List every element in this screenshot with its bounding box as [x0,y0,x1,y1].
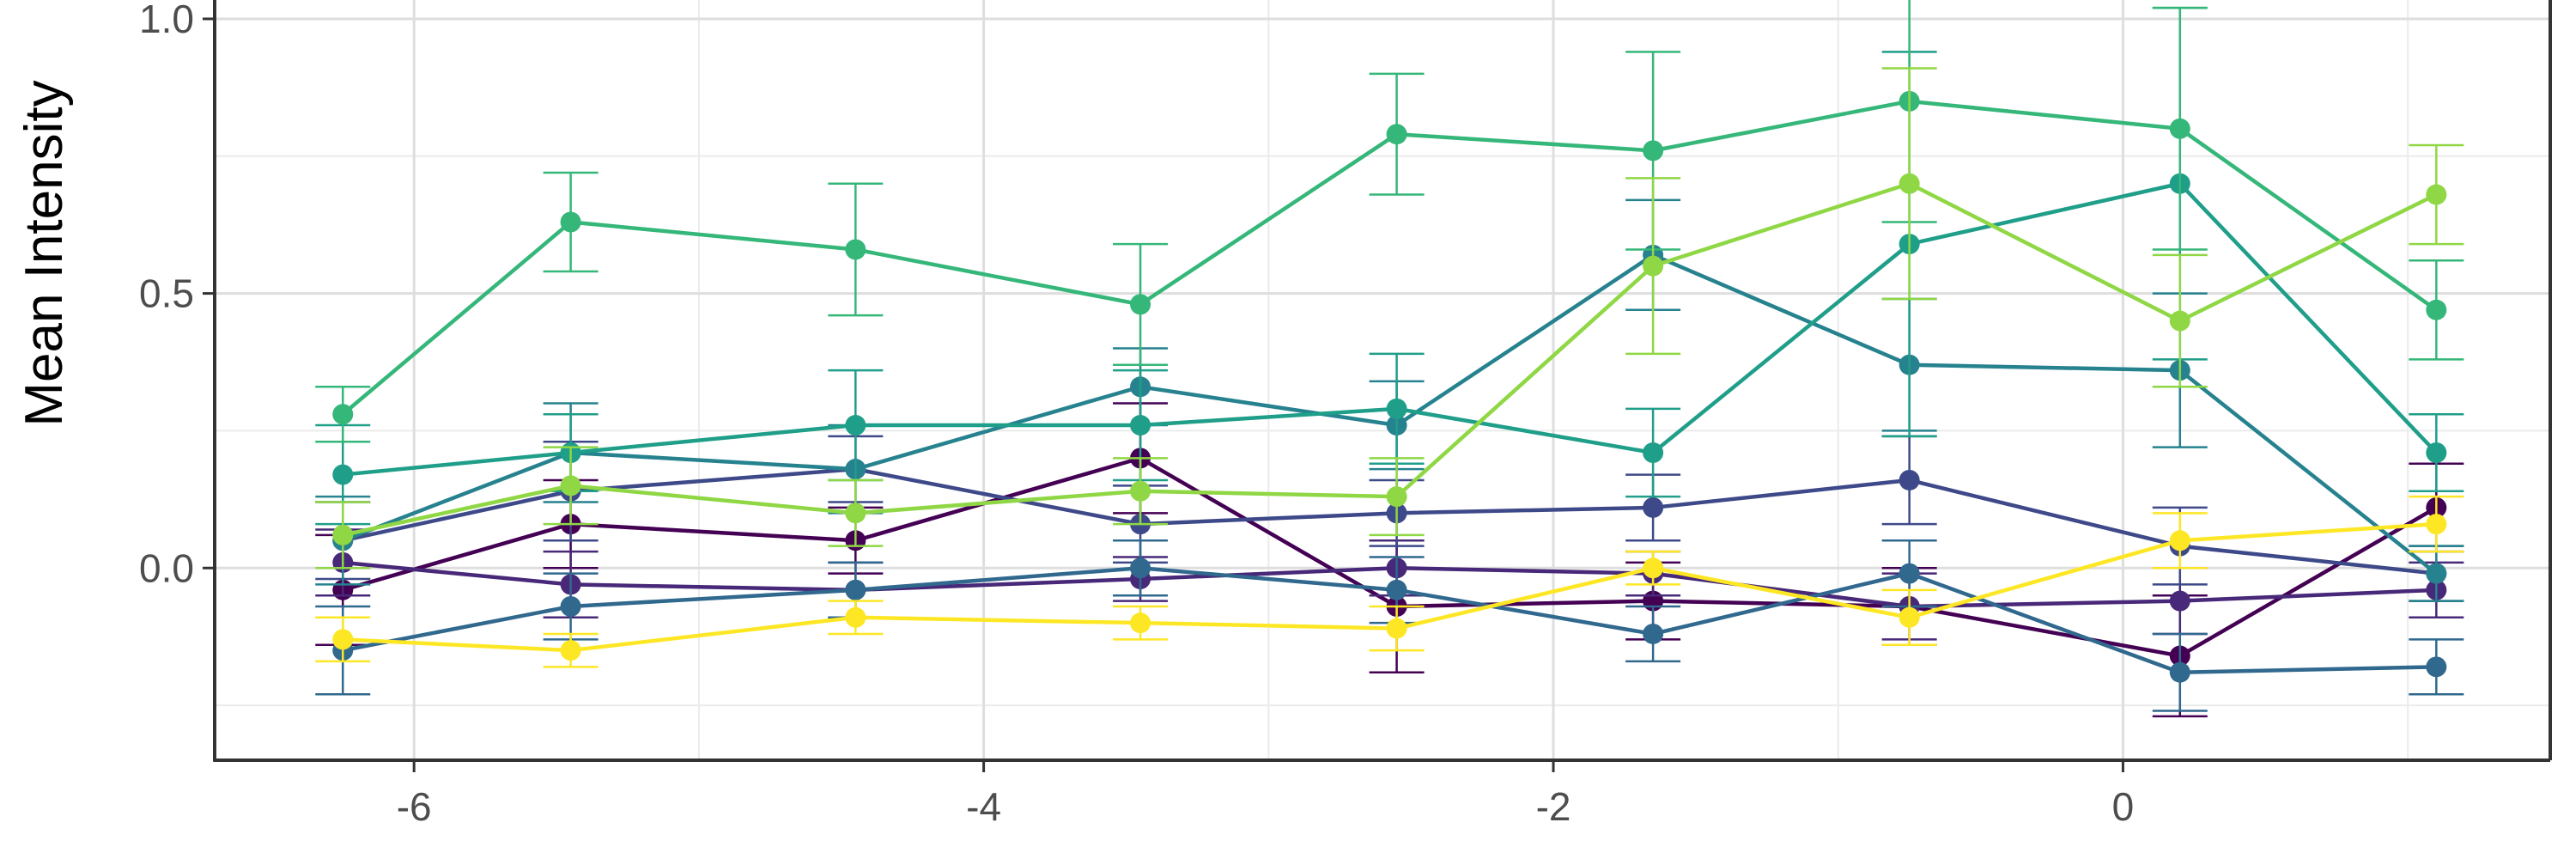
series-4 [315,539,2464,712]
series-7 [315,0,2464,443]
data-point [1899,173,1920,194]
data-point [2426,299,2447,320]
data-point [1643,623,1664,644]
data-point [1130,294,1151,315]
data-point [2169,310,2190,332]
data-point [1643,140,1664,161]
data-point [1643,557,1664,579]
x-tick-label: 0 [2112,784,2135,829]
data-point [1899,606,1920,628]
series-8 [315,67,2464,570]
data-point [2169,118,2190,139]
data-point [1386,124,1407,145]
data-point [332,524,354,545]
data-point [1386,398,1407,419]
data-point [1130,612,1151,634]
data-point [845,415,866,436]
x-tick-label: -6 [397,784,432,829]
data-point [560,640,581,661]
data-point [560,211,581,233]
data-point [1386,579,1407,600]
series-layer [315,0,2464,718]
data-point [1130,480,1151,502]
data-point [2426,656,2447,678]
data-point [1386,486,1407,508]
data-point [2426,514,2447,535]
y-tick-label: 0.0 [139,545,194,590]
data-point [845,239,866,260]
data-point [2426,184,2447,205]
x-tick-label: -2 [1536,784,1571,829]
data-point [560,475,581,497]
data-point [845,503,866,524]
data-point [332,404,354,425]
data-point [1899,469,1920,490]
data-point [845,579,866,600]
data-point [332,464,354,485]
data-point [845,606,866,628]
y-tick-label: 1.0 [139,0,194,41]
data-point [1130,557,1151,579]
data-point [1643,442,1664,463]
data-point [2426,563,2447,584]
data-point [2169,661,2190,683]
y-tick-label: 0.5 [139,271,194,316]
data-point [332,629,354,650]
x-tick-label: -4 [966,784,1001,829]
data-point [2426,442,2447,463]
data-point [1899,563,1920,584]
data-point [1386,618,1407,639]
y-axis-title: Mean Intensity [15,80,74,426]
data-point [1643,255,1664,277]
data-point [2169,590,2190,612]
series-9 [315,495,2464,668]
data-point [2169,530,2190,551]
data-point [1643,497,1664,518]
tick-labels: 0.0 0.5 1.0 -6 -4 -2 0 [139,0,2134,829]
data-point [560,596,581,617]
axes [203,0,2552,772]
minor-gridlines [215,0,2550,760]
data-point [1130,415,1151,436]
